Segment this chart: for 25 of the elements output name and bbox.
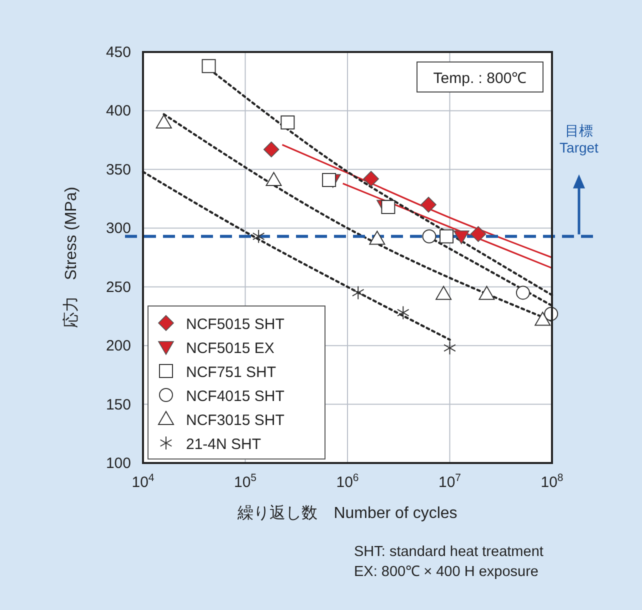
y-tick-label: 400 <box>106 102 131 120</box>
legend-label: NCF751 SHT <box>186 364 276 381</box>
y-axis-title: 応力 Stress (MPa) <box>62 186 80 328</box>
legend-label: NCF5015 SHT <box>186 316 284 333</box>
x-tick-label: 10$^{7}$ <box>438 472 462 491</box>
x-tick-label: 10$^{4}$ <box>132 472 154 491</box>
y-tick-label: 250 <box>106 278 131 296</box>
y-tick-label: 200 <box>106 338 131 355</box>
y-tick-label: 450 <box>106 44 131 61</box>
text: EX: 800℃ × 400 H exposure <box>354 564 538 580</box>
y-tick-label: 100 <box>106 455 131 472</box>
y-tick-label: 350 <box>106 161 131 178</box>
text: SHT: standard heat treatment <box>354 544 544 560</box>
x-axis-title: 繰り返し数 Number of cycles <box>236 504 458 522</box>
y-tick-label: 300 <box>106 220 131 238</box>
legend-label: 21-4N SHT <box>186 436 262 453</box>
legend-label: NCF4015 SHT <box>186 388 284 405</box>
legend-label: NCF3015 SHT <box>186 412 284 429</box>
x-tick-label: 10$^{6}$ <box>336 472 359 491</box>
x-tick-label: 10$^{8}$ <box>540 472 564 491</box>
legend-label: NCF5015 EX <box>186 340 274 357</box>
x-tick-label: 10$^{5}$ <box>234 472 257 491</box>
ref-line-label: 目標 Target <box>560 122 599 156</box>
annotation: Temp. : 800℃ <box>433 70 527 87</box>
y-tick-label: 150 <box>106 396 131 414</box>
